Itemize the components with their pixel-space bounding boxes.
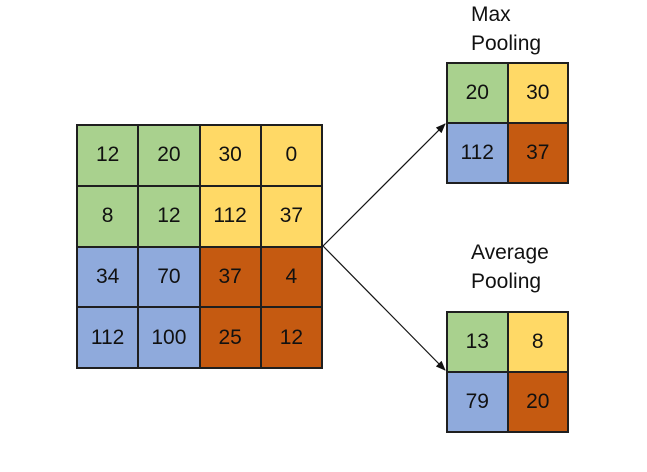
max-pooling-cell: 112: [447, 123, 508, 183]
input-matrix-cell: 112: [77, 307, 139, 368]
input-matrix-cell: 34: [77, 246, 139, 308]
input-matrix-cell: 70: [138, 246, 200, 308]
max-pooling-label-line1: Max: [471, 3, 511, 26]
max-pooling-cell: 30: [507, 63, 568, 123]
average-pooling-label: Average Pooling: [471, 238, 549, 296]
input-matrix-cell: 12: [77, 125, 139, 186]
max-pooling-cell: 20: [447, 63, 508, 123]
input-matrix-cell: 25: [199, 307, 261, 368]
max-pooling-matrix: 20 30 112 37: [446, 62, 569, 184]
input-matrix-cell: 8: [77, 185, 139, 247]
max-pooling-label-line2: Pooling: [471, 32, 542, 55]
input-matrix-cell: 100: [138, 307, 200, 368]
arrow-to-max-pooling: [322, 123, 446, 247]
average-pooling-matrix: 13 8 79 20: [446, 311, 569, 433]
max-pooling-label: Max Pooling: [471, 0, 541, 58]
max-pooling-cell: 37: [507, 123, 568, 183]
average-pooling-cell: 79: [447, 372, 508, 432]
input-matrix-cell: 4: [260, 246, 322, 308]
input-matrix-cell: 12: [260, 307, 322, 368]
input-matrix-cell: 12: [138, 185, 200, 247]
input-matrix-cell: 37: [260, 185, 322, 247]
input-matrix-cell: 37: [199, 246, 261, 308]
average-pooling-label-line1: Average: [471, 241, 549, 264]
input-matrix-cell: 0: [260, 125, 322, 186]
average-pooling-cell: 8: [507, 312, 568, 372]
average-pooling-cell: 20: [507, 372, 568, 432]
arrow-to-average-pooling: [322, 245, 446, 371]
input-matrix-cell: 112: [199, 185, 261, 247]
input-matrix-cell: 30: [199, 125, 261, 186]
input-matrix-cell: 20: [138, 125, 200, 186]
input-matrix: 12 20 30 0 8 12 112 37 34 70 37 4 112 100 25 12: [76, 124, 323, 369]
average-pooling-cell: 13: [447, 312, 508, 372]
average-pooling-label-line2: Pooling: [471, 270, 542, 293]
